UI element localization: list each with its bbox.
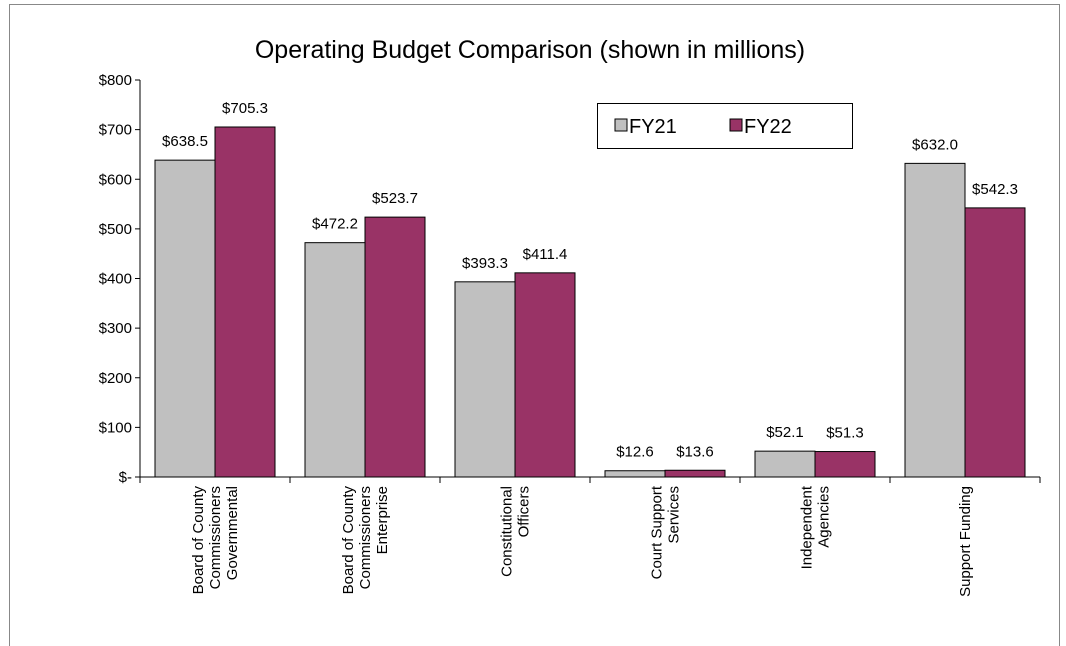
value-label: $52.1: [766, 424, 804, 441]
bar: [514, 272, 576, 478]
bar: [304, 242, 366, 478]
y-tick-label: $500: [99, 221, 132, 238]
y-tick-label: $300: [99, 320, 132, 337]
value-label: $411.4: [523, 246, 568, 263]
y-tick-label: $800: [99, 72, 132, 89]
legend-label: FY21: [629, 116, 677, 138]
y-tick-label: $600: [99, 171, 132, 188]
x-tick-label-line: Board of County: [190, 486, 207, 595]
x-tick-label-line: Services: [666, 486, 683, 544]
legend-swatch: [729, 118, 743, 132]
value-label: $523.7: [372, 190, 418, 207]
y-tick-label: $100: [99, 419, 132, 436]
x-tick-label: IndependentAgencies: [799, 485, 833, 569]
x-tick-label-line: Governmental: [224, 486, 241, 580]
x-tick-label: Court SupportServices: [649, 485, 683, 579]
value-label: $13.6: [676, 443, 714, 460]
x-tick-label-line: Support Funding: [957, 486, 974, 597]
y-tick-label: $400: [99, 271, 132, 288]
x-tick-label-line: Commissioners: [357, 486, 374, 589]
bar: [364, 216, 426, 478]
bar: [904, 162, 966, 478]
bar: [814, 451, 876, 478]
bar: [154, 159, 216, 478]
chart-title: Operating Budget Comparison (shown in mi…: [255, 36, 805, 64]
value-label: $638.5: [162, 133, 208, 150]
legend-swatch: [614, 118, 628, 132]
x-tick-label-line: Independent: [799, 485, 816, 569]
legend-box: [597, 103, 853, 149]
x-tick-label: Board of CountyCommissionersEnterprise: [340, 486, 391, 595]
value-label: $542.3: [972, 181, 1018, 198]
x-tick-label: Board of CountyCommissionersGovernmental: [190, 486, 241, 595]
x-tick-label-line: Commissioners: [207, 486, 224, 589]
x-tick-label: Support Funding: [957, 486, 974, 597]
bar: [664, 469, 726, 478]
bar: [964, 207, 1026, 478]
x-tick-label-line: Enterprise: [374, 486, 391, 554]
y-tick-label: $700: [99, 122, 132, 139]
x-tick-label-line: Agencies: [816, 486, 833, 548]
y-tick-label: $200: [99, 370, 132, 387]
x-tick-label-line: Constitutional: [499, 486, 516, 577]
y-tick-label: $-: [119, 469, 132, 486]
value-label: $393.3: [462, 255, 508, 272]
x-tick-label-line: Officers: [516, 486, 533, 537]
bar: [604, 470, 666, 478]
value-label: $705.3: [222, 100, 268, 117]
x-tick-label: ConstitutionalOfficers: [499, 486, 533, 577]
value-label: $632.0: [912, 136, 958, 153]
value-label: $51.3: [826, 425, 864, 442]
x-tick-label-line: Board of County: [340, 486, 357, 595]
value-label: $12.6: [616, 444, 654, 461]
bar: [214, 126, 276, 478]
value-label: $472.2: [312, 216, 358, 233]
bar: [454, 281, 516, 478]
bar: [754, 450, 816, 478]
legend-label: FY22: [744, 116, 792, 138]
x-tick-label-line: Court Support: [649, 485, 666, 579]
